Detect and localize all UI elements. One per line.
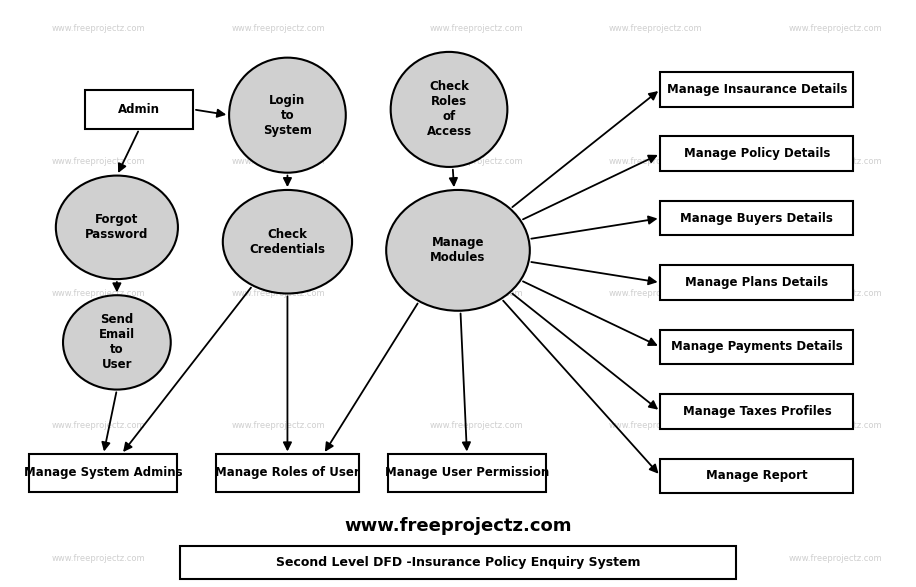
Text: Manage User Permission: Manage User Permission (385, 467, 549, 480)
Text: www.freeprojectz.com: www.freeprojectz.com (52, 25, 146, 33)
Text: www.freeprojectz.com: www.freeprojectz.com (788, 554, 882, 562)
Text: Manage
Modules: Manage Modules (431, 237, 485, 264)
Bar (660, 265, 854, 300)
Text: www.freeprojectz.com: www.freeprojectz.com (232, 25, 325, 33)
Ellipse shape (63, 295, 170, 390)
Text: www.freeprojectz.com: www.freeprojectz.com (788, 421, 882, 430)
Bar (388, 454, 546, 492)
Text: www.freeprojectz.com: www.freeprojectz.com (52, 289, 146, 298)
Text: www.freeprojectz.com: www.freeprojectz.com (232, 157, 325, 166)
Bar (180, 546, 736, 579)
Text: www.freeprojectz.com: www.freeprojectz.com (429, 25, 523, 33)
Text: www.freeprojectz.com: www.freeprojectz.com (52, 554, 146, 562)
Text: Manage Roles of User: Manage Roles of User (215, 467, 360, 480)
Ellipse shape (387, 190, 529, 311)
Text: www.freeprojectz.com: www.freeprojectz.com (344, 518, 572, 535)
Ellipse shape (390, 52, 507, 167)
Text: www.freeprojectz.com: www.freeprojectz.com (429, 421, 523, 430)
Text: Manage Payments Details: Manage Payments Details (671, 340, 843, 353)
Text: www.freeprojectz.com: www.freeprojectz.com (608, 289, 703, 298)
Text: Manage Plans Details: Manage Plans Details (685, 276, 828, 289)
Text: www.freeprojectz.com: www.freeprojectz.com (429, 554, 523, 562)
Text: www.freeprojectz.com: www.freeprojectz.com (232, 554, 325, 562)
Bar (215, 454, 359, 492)
Bar (660, 394, 854, 429)
Ellipse shape (223, 190, 352, 294)
Text: Send
Email
to
User: Send Email to User (99, 313, 135, 372)
Bar (29, 454, 178, 492)
Text: www.freeprojectz.com: www.freeprojectz.com (52, 421, 146, 430)
Text: Manage Policy Details: Manage Policy Details (683, 147, 830, 160)
Ellipse shape (56, 176, 178, 279)
Text: Forgot
Password: Forgot Password (85, 213, 148, 241)
Text: www.freeprojectz.com: www.freeprojectz.com (429, 289, 523, 298)
Text: Manage Taxes Profiles: Manage Taxes Profiles (682, 405, 832, 418)
Text: Login
to
System: Login to System (263, 94, 311, 137)
Bar (660, 330, 854, 365)
Text: Second Level DFD -Insurance Policy Enquiry System: Second Level DFD -Insurance Policy Enqui… (276, 556, 640, 569)
Bar (660, 72, 854, 107)
Text: www.freeprojectz.com: www.freeprojectz.com (608, 25, 703, 33)
Text: Check
Credentials: Check Credentials (249, 228, 325, 256)
Text: www.freeprojectz.com: www.freeprojectz.com (608, 421, 703, 430)
Text: Manage Insaurance Details: Manage Insaurance Details (667, 83, 847, 96)
Bar (85, 90, 193, 129)
Text: Manage Report: Manage Report (706, 470, 808, 483)
Ellipse shape (229, 58, 346, 173)
Text: www.freeprojectz.com: www.freeprojectz.com (429, 157, 523, 166)
Text: Manage Buyers Details: Manage Buyers Details (681, 212, 834, 225)
Text: www.freeprojectz.com: www.freeprojectz.com (788, 289, 882, 298)
Text: Manage System Admins: Manage System Admins (24, 467, 182, 480)
Text: www.freeprojectz.com: www.freeprojectz.com (788, 157, 882, 166)
Text: Check
Roles
of
Access: Check Roles of Access (427, 80, 472, 139)
Bar (660, 458, 854, 493)
Bar (660, 201, 854, 235)
Text: www.freeprojectz.com: www.freeprojectz.com (52, 157, 146, 166)
Text: Admin: Admin (118, 103, 160, 116)
Text: www.freeprojectz.com: www.freeprojectz.com (232, 289, 325, 298)
Text: www.freeprojectz.com: www.freeprojectz.com (788, 25, 882, 33)
Text: www.freeprojectz.com: www.freeprojectz.com (608, 157, 703, 166)
Bar (660, 136, 854, 171)
Text: www.freeprojectz.com: www.freeprojectz.com (232, 421, 325, 430)
Text: www.freeprojectz.com: www.freeprojectz.com (608, 554, 703, 562)
